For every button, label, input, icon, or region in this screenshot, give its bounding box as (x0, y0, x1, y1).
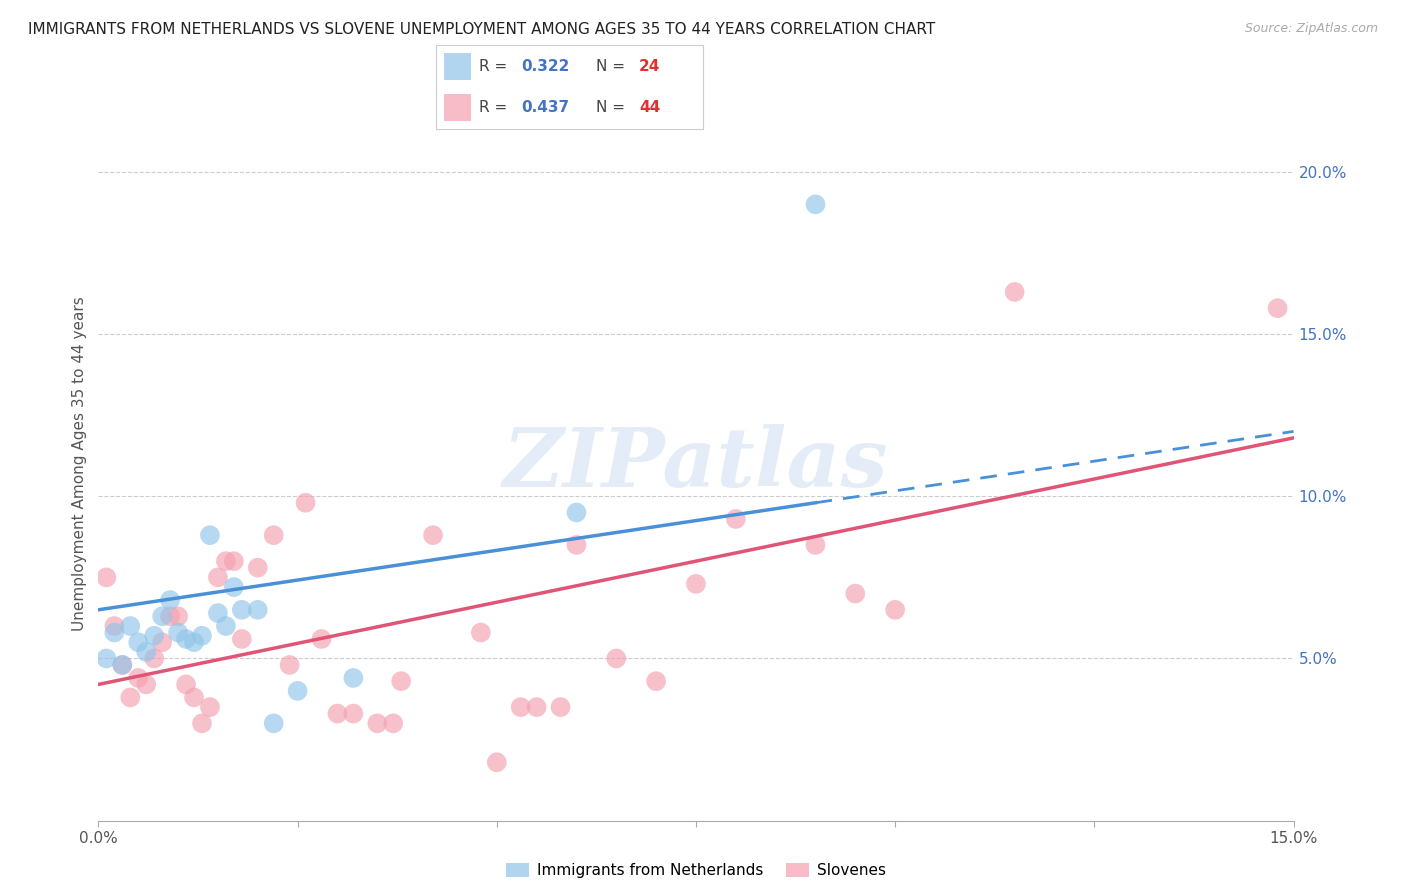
Point (120, 690, 142, 705)
Point (342, 706, 364, 721)
Text: 0.322: 0.322 (522, 59, 569, 74)
Point (150, 635, 173, 649)
Point (159, 593, 181, 607)
Point (191, 716, 214, 731)
Point (183, 690, 205, 705)
Point (215, 554, 238, 568)
Point (135, 645, 157, 659)
Point (685, 577, 707, 591)
Point (342, 671, 364, 685)
Point (263, 528, 285, 542)
Point (724, 512, 747, 526)
Text: R =: R = (478, 100, 512, 115)
Point (103, 619, 125, 633)
Point (844, 586, 866, 600)
Point (804, 197, 827, 211)
Point (470, 625, 492, 640)
Point (167, 609, 190, 624)
Point (135, 677, 157, 691)
Point (127, 671, 149, 685)
Point (326, 706, 349, 721)
Point (183, 635, 205, 649)
Point (167, 625, 190, 640)
Point (246, 603, 269, 617)
Point (526, 700, 548, 714)
Point (804, 538, 827, 552)
Text: R =: R = (478, 59, 512, 74)
Point (366, 716, 388, 731)
Point (150, 609, 173, 624)
Point (231, 632, 253, 646)
Point (509, 700, 531, 714)
Point (263, 716, 285, 731)
Bar (444, 54, 471, 80)
Point (96, 651, 118, 665)
Point (143, 651, 166, 665)
Point (198, 528, 221, 542)
Text: 24: 24 (638, 59, 661, 74)
Point (111, 657, 134, 672)
Y-axis label: Unemployment Among Ages 35 to 44 years: Unemployment Among Ages 35 to 44 years (72, 296, 87, 632)
Text: ZIPatlas: ZIPatlas (503, 424, 889, 504)
Point (311, 632, 333, 646)
Point (120, 619, 142, 633)
Point (96, 570, 118, 584)
Text: IMMIGRANTS FROM NETHERLANDS VS SLOVENE UNEMPLOYMENT AMONG AGES 35 TO 44 YEARS CO: IMMIGRANTS FROM NETHERLANDS VS SLOVENE U… (28, 22, 935, 37)
Point (191, 629, 214, 643)
Point (1004, 285, 1026, 299)
Point (222, 580, 245, 594)
Point (198, 700, 221, 714)
Point (143, 629, 166, 643)
Point (246, 560, 269, 574)
Text: 44: 44 (638, 100, 661, 115)
Point (294, 496, 316, 510)
Text: 0.437: 0.437 (522, 100, 569, 115)
Point (159, 609, 181, 624)
Point (111, 657, 134, 672)
Point (207, 606, 229, 620)
Point (215, 619, 238, 633)
Point (605, 651, 627, 665)
Point (222, 554, 245, 568)
Point (174, 677, 197, 691)
Point (645, 674, 668, 689)
Point (231, 603, 253, 617)
Point (422, 528, 444, 542)
Point (287, 684, 309, 698)
Point (485, 756, 508, 770)
Point (174, 632, 197, 646)
Point (565, 538, 588, 552)
Point (278, 657, 301, 672)
Point (103, 625, 125, 640)
Text: Source: ZipAtlas.com: Source: ZipAtlas.com (1244, 22, 1378, 36)
Legend: Immigrants from Netherlands, Slovenes: Immigrants from Netherlands, Slovenes (501, 857, 891, 884)
Bar (444, 94, 471, 120)
Point (1267, 301, 1289, 315)
Point (127, 635, 149, 649)
Text: N =: N = (596, 59, 630, 74)
Point (382, 716, 405, 731)
Text: N =: N = (596, 100, 630, 115)
Point (550, 700, 572, 714)
Point (884, 603, 907, 617)
Point (565, 506, 588, 520)
Point (389, 674, 412, 689)
Point (207, 570, 229, 584)
